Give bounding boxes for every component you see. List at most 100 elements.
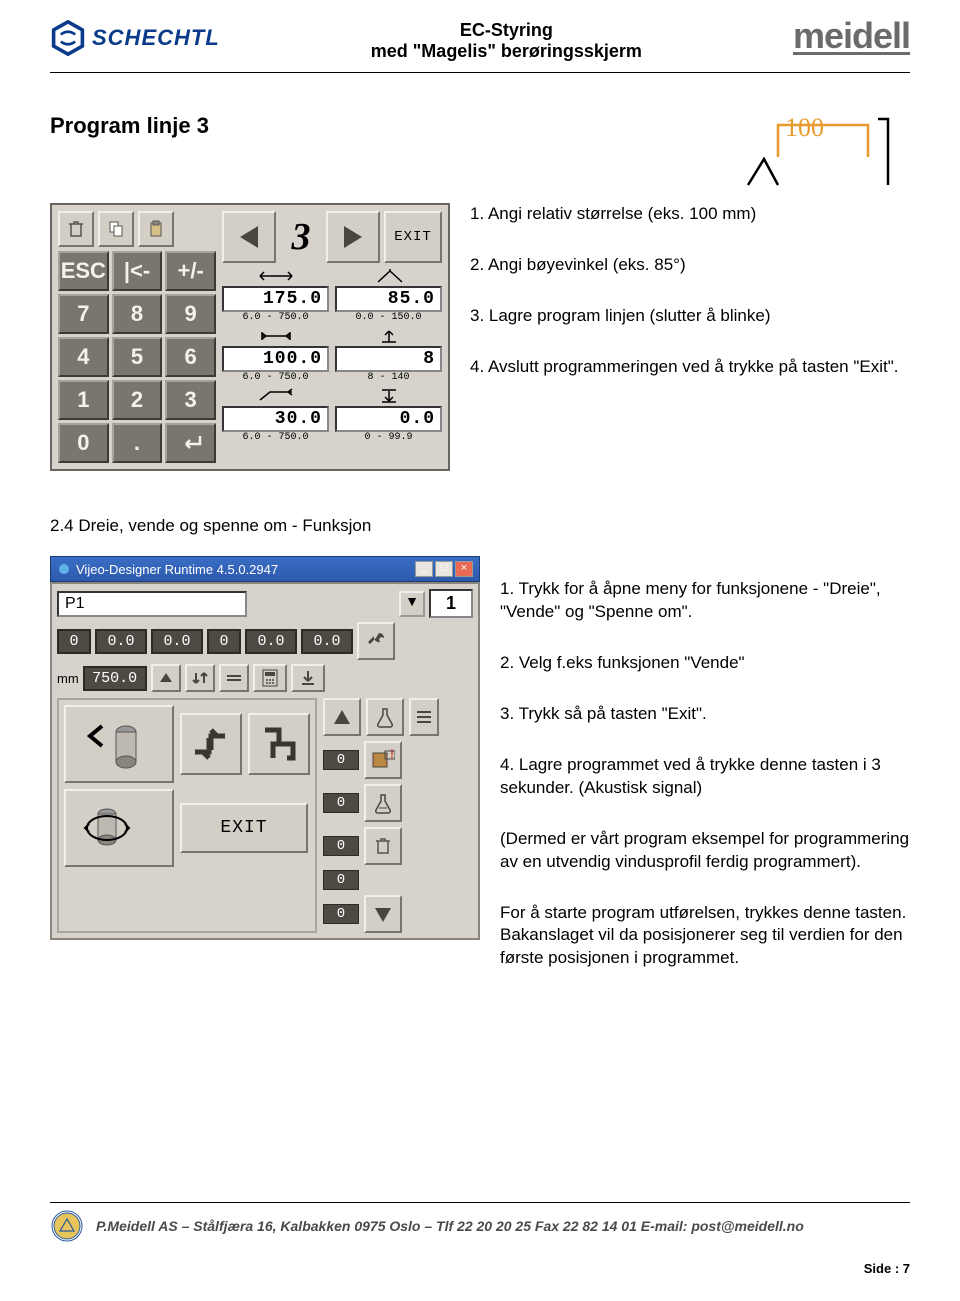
width-value[interactable]: 100.0 <box>222 346 329 372</box>
val-0: 0 <box>57 629 91 654</box>
wrench-icon[interactable] <box>357 622 395 660</box>
triangle-up-icon[interactable] <box>323 698 361 736</box>
key-5[interactable]: 5 <box>112 337 163 377</box>
header-rule <box>50 72 910 73</box>
rval-3: 0 <box>323 870 359 890</box>
keypad-panel-screenshot: ESC |<- +/- 7 8 9 4 5 6 1 2 3 0 . <box>50 203 450 471</box>
instr-2-3: 3. Trykk så på tasten "Exit". <box>500 703 910 726</box>
save-warning-icon[interactable]: ! <box>364 741 402 779</box>
mm-label: mm <box>57 671 79 686</box>
val-2: 0.0 <box>151 629 203 654</box>
values-row: 0 0.0 0.0 0 0.0 0.0 <box>57 622 473 660</box>
field-gap: 0.0 0 - 99.9 <box>335 388 442 443</box>
mm-value: 750.0 <box>83 666 147 691</box>
val-4: 0.0 <box>245 629 297 654</box>
length-value[interactable]: 175.0 <box>222 286 329 312</box>
val-5: 0.0 <box>301 629 353 654</box>
instr-1-4: 4. Avslutt programmeringen ved å trykke … <box>470 356 910 379</box>
instr-1-3: 3. Lagre program linjen (slutter å blink… <box>470 305 910 328</box>
trash-icon[interactable] <box>58 211 94 247</box>
key-plusminus[interactable]: +/- <box>165 251 216 291</box>
value-panel: 3 EXIT 175.0 6.0 - 750.0 <box>222 211 442 463</box>
download-arrow-icon[interactable] <box>291 664 325 692</box>
bend-length-label: 100 <box>785 113 824 143</box>
length-arrow-icon <box>256 268 296 284</box>
bend-diagram: 100 <box>740 113 910 193</box>
exit-button[interactable]: EXIT <box>384 211 442 263</box>
rval-2: 0 <box>323 836 359 856</box>
function-exit-button[interactable]: EXIT <box>180 803 308 853</box>
spenne-om-button[interactable] <box>64 789 174 867</box>
field-length: 175.0 6.0 - 750.0 <box>222 268 329 323</box>
key-1[interactable]: 1 <box>58 380 109 420</box>
vijeo-window-screenshot: Vijeo-Designer Runtime 4.5.0.2947 _ □ × … <box>50 556 480 940</box>
up-arrow-icon[interactable] <box>151 664 181 692</box>
key-8[interactable]: 8 <box>112 294 163 334</box>
section2-title: 2.4 Dreie, vende og spenne om - Funksjon <box>50 516 910 536</box>
minimize-button[interactable]: _ <box>415 561 433 577</box>
key-dot[interactable]: . <box>112 423 163 463</box>
key-6[interactable]: 6 <box>165 337 216 377</box>
schechtl-logo: SCHECHTL <box>50 20 220 56</box>
trash2-icon[interactable] <box>364 827 402 865</box>
key-7[interactable]: 7 <box>58 294 109 334</box>
angle-value[interactable]: 85.0 <box>335 286 442 312</box>
count-range: 8 - 140 <box>335 372 442 383</box>
key-0[interactable]: 0 <box>58 423 109 463</box>
section-program-linje-3: Program linje 3 100 <box>50 113 910 471</box>
page-header: SCHECHTL EC-Styring med "Magelis" berøri… <box>50 20 910 70</box>
triangle-down-icon[interactable] <box>364 895 402 933</box>
list-icon[interactable] <box>409 698 439 736</box>
calculator-icon[interactable] <box>253 664 287 692</box>
gap-range: 0 - 99.9 <box>335 432 442 443</box>
field-width: 100.0 6.0 - 750.0 <box>222 328 329 383</box>
key-9[interactable]: 9 <box>165 294 216 334</box>
dropdown-button[interactable]: ▼ <box>399 591 425 617</box>
numeric-keypad: ESC |<- +/- 7 8 9 4 5 6 1 2 3 0 . <box>58 251 216 463</box>
flask-icon[interactable] <box>366 698 404 736</box>
footer-text: P.Meidell AS – Stålfjæra 16, Kalbakken 0… <box>96 1218 804 1234</box>
key-4[interactable]: 4 <box>58 337 109 377</box>
vende-button-2[interactable] <box>248 713 310 775</box>
sequence-field[interactable]: 1 <box>429 589 473 618</box>
equal-icon[interactable] <box>219 664 249 692</box>
key-home[interactable]: |<- <box>112 251 163 291</box>
key-enter[interactable] <box>165 423 216 463</box>
instr-1-2: 2. Angi bøyevinkel (eks. 85°) <box>470 254 910 277</box>
copy-icon[interactable] <box>98 211 134 247</box>
down-up-icon[interactable] <box>185 664 215 692</box>
rval-1: 0 <box>323 793 359 813</box>
maximize-button[interactable]: □ <box>435 561 453 577</box>
prev-step-button[interactable] <box>222 211 276 263</box>
angle-range: 0.0 - 150.0 <box>335 312 442 323</box>
mm-row: mm 750.0 <box>57 664 473 692</box>
key-2[interactable]: 2 <box>112 380 163 420</box>
instr-2-6: For å starte program utførelsen, trykkes… <box>500 902 910 971</box>
dreie-button[interactable] <box>64 705 174 783</box>
vende-button-1[interactable] <box>180 713 242 775</box>
instr-2-4: 4. Lagre programmet ved å trykke denne t… <box>500 754 910 800</box>
paste-icon[interactable] <box>138 211 174 247</box>
program-name-field[interactable]: P1 <box>57 591 247 617</box>
val-3: 0 <box>207 629 241 654</box>
angle-arrow-icon <box>374 268 404 284</box>
section1-title: Program linje 3 <box>50 113 209 139</box>
flask2-icon[interactable] <box>364 784 402 822</box>
key-esc[interactable]: ESC <box>58 251 109 291</box>
section2-row: Vijeo-Designer Runtime 4.5.0.2947 _ □ × … <box>50 548 910 998</box>
key-3[interactable]: 3 <box>165 380 216 420</box>
function-panel-row: EXIT 0 ! 0 <box>57 698 473 933</box>
doc-title: EC-Styring <box>220 20 793 41</box>
bend-value[interactable]: 30.0 <box>222 406 329 432</box>
section1-instructions: 1. Angi relativ størrelse (eks. 100 mm) … <box>470 203 910 407</box>
val-1: 0.0 <box>95 629 147 654</box>
page-number: Side : 7 <box>50 1261 910 1276</box>
count-value[interactable]: 8 <box>335 346 442 372</box>
next-step-button[interactable] <box>326 211 380 263</box>
window-titlebar: Vijeo-Designer Runtime 4.5.0.2947 _ □ × <box>50 556 480 582</box>
close-button[interactable]: × <box>455 561 473 577</box>
field-angle: 85.0 0.0 - 150.0 <box>335 268 442 323</box>
gap-value[interactable]: 0.0 <box>335 406 442 432</box>
footer-badge-icon <box>50 1209 84 1243</box>
program-select-row: P1 ▼ 1 <box>57 589 473 618</box>
